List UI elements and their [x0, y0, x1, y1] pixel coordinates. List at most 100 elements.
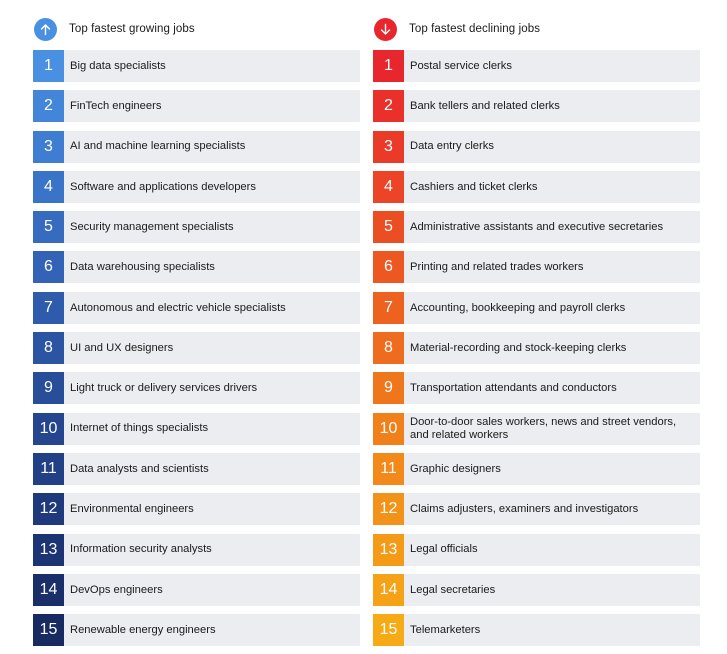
list-item: 8 UI and UX designers: [33, 332, 360, 365]
rank-number: 9: [33, 372, 64, 405]
job-label: Software and applications developers: [70, 180, 256, 193]
list-item: 5 Administrative assistants and executive…: [373, 211, 700, 244]
declining-jobs-header: Top fastest declining jobs: [373, 15, 700, 43]
list-item: 9 Light truck or delivery services driver…: [33, 372, 360, 405]
list-item: 7 Accounting, bookkeeping and payroll cle…: [373, 291, 700, 324]
job-label: Cashiers and ticket clerks: [410, 180, 538, 193]
rank-number: 15: [33, 614, 64, 647]
job-label: Autonomous and electric vehicle speciali…: [70, 301, 286, 314]
rank-number: 11: [33, 452, 64, 485]
job-label: FinTech engineers: [70, 100, 162, 113]
rank-number: 15: [373, 614, 404, 647]
job-label: Door-to-door sales workers, news and str…: [410, 416, 677, 441]
rank-number: 6: [33, 251, 64, 284]
job-label: Bank tellers and related clerks: [410, 100, 560, 113]
job-label: Data analysts and scientists: [70, 462, 209, 475]
job-label: Telemarketers: [410, 623, 481, 636]
list-item: 2 Bank tellers and related clerks: [373, 90, 700, 123]
list-item: 13 Information security analysts: [33, 533, 360, 566]
declining-jobs-list: 1 Postal service clerks 2 Bank tellers and …: [373, 50, 700, 647]
job-label: Renewable energy engineers: [70, 623, 216, 636]
rank-number: 8: [373, 332, 404, 365]
list-item: 15 Renewable energy engineers: [33, 614, 360, 647]
rank-number: 4: [33, 170, 64, 203]
list-item: 5 Security management specialists: [33, 211, 360, 244]
list-item: 3 Data entry clerks: [373, 130, 700, 163]
job-label: Data entry clerks: [410, 140, 494, 153]
list-item: 12 Environmental engineers: [33, 493, 360, 526]
rank-number: 1: [373, 50, 404, 82]
list-item: 9 Transportation attendants and conductor…: [373, 372, 700, 405]
list-item: 15 Telemarketers: [373, 614, 700, 647]
rank-number: 2: [373, 90, 404, 123]
list-item: 1 Big data specialists: [33, 50, 360, 82]
rank-number: 11: [373, 452, 404, 485]
job-label: DevOps engineers: [70, 583, 163, 596]
job-label: Claims adjusters, examiners and investig…: [410, 503, 639, 516]
job-label: UI and UX designers: [70, 341, 174, 354]
rank-number: 7: [373, 291, 404, 324]
list-item: 4 Software and applications developers: [33, 170, 360, 203]
job-label: Transportation attendants and conductors: [410, 382, 617, 395]
job-label: AI and machine learning specialists: [70, 140, 246, 153]
rank-number: 4: [373, 170, 404, 203]
list-item: 7 Autonomous and electric vehicle special…: [33, 291, 360, 324]
rank-number: 1: [33, 50, 64, 82]
rank-number: 5: [33, 211, 64, 244]
job-label: Legal officials: [410, 543, 478, 556]
list-item: 13 Legal officials: [373, 533, 700, 566]
rank-number: 14: [373, 573, 404, 606]
list-item: 1 Postal service clerks: [373, 50, 700, 82]
job-label: Internet of things specialists: [70, 422, 209, 435]
growing-jobs-header: Top fastest growing jobs: [33, 15, 360, 43]
rank-number: 10: [33, 412, 64, 445]
rank-number: 3: [33, 130, 64, 163]
list-item: 11 Graphic designers: [373, 452, 700, 485]
job-label: Administrative assistants and executive …: [410, 220, 664, 233]
rank-number: 6: [373, 251, 404, 284]
job-label: Environmental engineers: [70, 503, 194, 516]
job-label: Printing and related trades workers: [410, 261, 584, 274]
growing-jobs-list: 1 Big data specialists 2 FinTech engineers 3…: [33, 50, 360, 647]
job-label: Postal service clerks: [410, 59, 512, 72]
list-item: 14 Legal secretaries: [373, 573, 700, 606]
growing-jobs-column: Top fastest growing jobs 1 Big data speci…: [33, 15, 360, 654]
declining-jobs-title: Top fastest declining jobs: [409, 23, 541, 35]
list-item: 6 Data warehousing specialists: [33, 251, 360, 284]
list-item: 10 Internet of things specialists: [33, 412, 360, 445]
arrow-up-icon: [34, 17, 57, 41]
rank-number: 10: [373, 412, 404, 445]
list-item: 8 Material-recording and stock-keeping cl…: [373, 332, 700, 365]
list-item: 4 Cashiers and ticket clerks: [373, 170, 700, 203]
growing-jobs-title: Top fastest growing jobs: [69, 23, 195, 35]
job-label: Graphic designers: [410, 462, 501, 475]
list-item: 11 Data analysts and scientists: [33, 452, 360, 485]
list-item: 6 Printing and related trades workers: [373, 251, 700, 284]
job-label: Data warehousing specialists: [70, 261, 215, 274]
rank-number: 12: [373, 493, 404, 526]
job-label: Legal secretaries: [410, 583, 496, 596]
rank-number: 9: [373, 372, 404, 405]
arrow-down-icon: [374, 17, 397, 41]
rank-number: 2: [33, 90, 64, 123]
rank-number: 5: [373, 211, 404, 244]
list-item: 12 Claims adjusters, examiners and invest…: [373, 493, 700, 526]
rank-number: 3: [373, 130, 404, 163]
job-label: Light truck or delivery services drivers: [70, 382, 258, 395]
rank-number: 8: [33, 332, 64, 365]
declining-jobs-column: Top fastest declining jobs 1 Postal servi…: [373, 15, 700, 654]
list-item: 2 FinTech engineers: [33, 90, 360, 123]
list-item: 10 Door-to-door sales workers, news and s…: [373, 412, 700, 445]
rank-number: 13: [373, 533, 404, 566]
job-label: Material-recording and stock-keeping cle…: [410, 341, 627, 354]
job-label: Security management specialists: [70, 220, 234, 233]
rank-number: 12: [33, 493, 64, 526]
rank-number: 14: [33, 573, 64, 606]
job-label: Big data specialists: [70, 59, 166, 72]
rank-number: 13: [33, 533, 64, 566]
list-item: 14 DevOps engineers: [33, 573, 360, 606]
job-label: Information security analysts: [70, 543, 212, 556]
job-label: Accounting, bookkeeping and payroll cler…: [410, 301, 626, 314]
rank-number: 7: [33, 291, 64, 324]
list-item: 3 AI and machine learning specialists: [33, 130, 360, 163]
